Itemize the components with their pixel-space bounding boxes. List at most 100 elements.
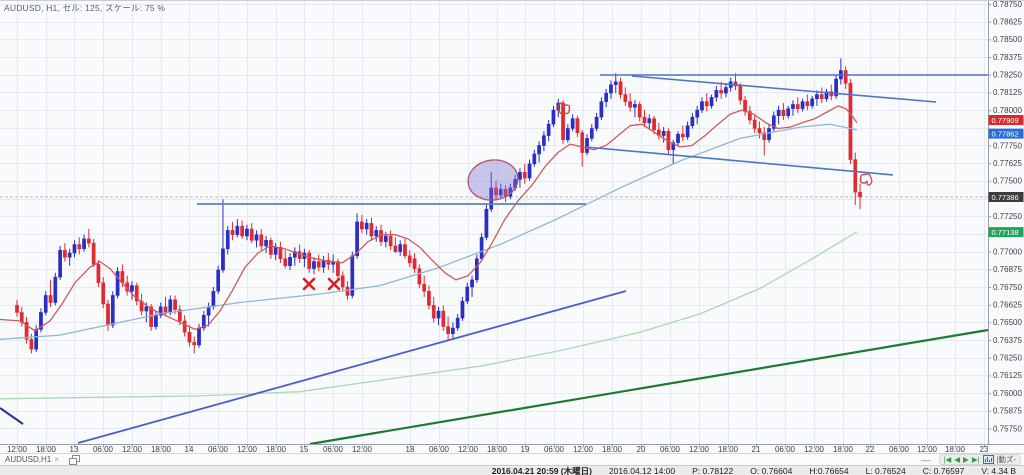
svg-text:20: 20 (637, 445, 646, 453)
svg-text:18:00: 18:00 (36, 445, 57, 453)
status-high: H:0.76654 (809, 466, 849, 475)
svg-text:12:00: 12:00 (573, 445, 594, 453)
chart-tab-bar: AUDUSD,H1 × — |◀ ◀ ▶ ▶| |動ズ- (0, 453, 1024, 465)
svg-text:0.77625: 0.77625 (993, 159, 1022, 168)
status-current-time: 2016.04.21 20:59 (木曜日) (491, 466, 592, 475)
svg-text:0.75750: 0.75750 (993, 424, 1022, 433)
svg-text:18:00: 18:00 (487, 445, 508, 453)
svg-text:0.78000: 0.78000 (993, 106, 1022, 115)
svg-text:06:00: 06:00 (660, 445, 681, 453)
svg-text:0.78500: 0.78500 (993, 35, 1022, 44)
svg-text:0.76000: 0.76000 (993, 389, 1022, 398)
trendline-stub-navy[interactable] (0, 407, 24, 425)
svg-text:14: 14 (185, 445, 194, 453)
status-bar-time: 2016.04.12 14:00 (608, 466, 676, 475)
svg-text:0.78750: 0.78750 (993, 1, 1022, 9)
svg-text:12:00: 12:00 (689, 445, 710, 453)
svg-text:06:00: 06:00 (93, 445, 114, 453)
svg-text:06:00: 06:00 (323, 445, 344, 453)
chart-background (0, 1, 1024, 453)
svg-text:18:00: 18:00 (718, 445, 739, 453)
status-low: L: 0.76524 (865, 466, 906, 475)
svg-text:13: 13 (70, 445, 79, 453)
chart-tab-label: AUDUSD,H1 (5, 455, 52, 464)
chart-tab-audusd-h1[interactable]: AUDUSD,H1 × (0, 454, 65, 465)
svg-text:12:00: 12:00 (7, 445, 28, 453)
svg-text:12:00: 12:00 (458, 445, 479, 453)
status-bar: 2016.04.21 20:59 (木曜日) 2016.04.12 14:00 … (0, 465, 1024, 475)
svg-text:22: 22 (866, 445, 875, 453)
svg-text:21: 21 (752, 445, 761, 453)
ma-mid-cyan (0, 123, 858, 340)
status-close: C: 0.76597 (922, 466, 965, 475)
svg-text:0.77909: 0.77909 (992, 116, 1019, 125)
ascending-trendline-green[interactable] (309, 328, 989, 446)
status-volume: V: 4.34 B (981, 466, 1016, 475)
status-price-p: P: 0.78122 (692, 466, 734, 475)
svg-text:0.76750: 0.76750 (993, 283, 1022, 292)
time-axis[interactable]: 12:00 18:00 13 06:00 12:00 18:00 14 06:00 12:00 1… (7, 444, 989, 453)
candles-layer (15, 58, 862, 354)
chart-symbol-info: AUDUSD, H1, セル: 125, スケール: 75 % (4, 3, 166, 13)
thumbs-down-doodle[interactable] (859, 173, 873, 186)
svg-text:0.76375: 0.76375 (993, 336, 1022, 345)
svg-text:0.76625: 0.76625 (993, 301, 1022, 310)
svg-text:12:00: 12:00 (352, 445, 373, 453)
thumbs-up-doodle[interactable] (557, 102, 571, 115)
highlight-ellipse[interactable] (465, 157, 520, 204)
svg-text:23: 23 (980, 445, 989, 453)
chart-canvas[interactable]: 0.78750 0.78625 0.78500 0.78375 0.78250 0.781… (0, 1, 1024, 453)
svg-text:0.77386: 0.77386 (992, 193, 1019, 202)
svg-text:06:00: 06:00 (544, 445, 565, 453)
ascending-trendline-blue[interactable] (77, 290, 627, 444)
svg-text:12:00: 12:00 (917, 445, 938, 453)
restore-window-icon[interactable] (68, 454, 80, 465)
svg-text:0.77862: 0.77862 (992, 129, 1019, 138)
x-marks[interactable] (302, 277, 341, 291)
svg-text:06:00: 06:00 (775, 445, 796, 453)
svg-text:18:00: 18:00 (945, 445, 966, 453)
svg-text:12:00: 12:00 (237, 445, 258, 453)
svg-text:0.76125: 0.76125 (993, 371, 1022, 380)
svg-text:0.78125: 0.78125 (993, 88, 1022, 97)
svg-text:12:00: 12:00 (804, 445, 825, 453)
svg-text:0.76875: 0.76875 (993, 265, 1022, 274)
price-axis[interactable]: 0.78750 0.78625 0.78500 0.78375 0.78250 0.781… (988, 1, 1022, 433)
svg-text:18:00: 18:00 (151, 445, 172, 453)
go-last-icon[interactable]: ▶| (971, 454, 980, 464)
svg-text:0.77138: 0.77138 (992, 228, 1019, 237)
ma-slow-green (0, 231, 858, 400)
svg-text:06:00: 06:00 (889, 445, 910, 453)
svg-text:0.75875: 0.75875 (993, 407, 1022, 416)
svg-text:0.78250: 0.78250 (993, 71, 1022, 80)
tab-close-icon[interactable]: × (54, 455, 59, 464)
svg-text:18: 18 (406, 445, 415, 453)
auto-zoom-label[interactable]: |動ズ- (996, 455, 1016, 464)
svg-text:18:00: 18:00 (602, 445, 623, 453)
svg-text:12:00: 12:00 (122, 445, 143, 453)
ma-fast-red (0, 105, 858, 332)
svg-text:0.78375: 0.78375 (993, 53, 1022, 62)
svg-text:0.77250: 0.77250 (993, 212, 1022, 221)
descending-trendline-upper[interactable] (631, 75, 937, 103)
svg-text:0.77500: 0.77500 (993, 177, 1022, 186)
svg-text:0.76500: 0.76500 (993, 318, 1022, 327)
svg-text:06:00: 06:00 (208, 445, 229, 453)
svg-text:18:00: 18:00 (833, 445, 854, 453)
go-next-icon[interactable]: ▶ (963, 454, 969, 464)
auto-zoom-icon[interactable] (982, 455, 994, 464)
go-prev-icon[interactable]: ◀ (954, 454, 961, 464)
minimize-icon[interactable]: — (921, 454, 931, 465)
descending-trendline-lower[interactable] (585, 146, 894, 176)
svg-text:06:00: 06:00 (429, 445, 450, 453)
svg-text:0.77000: 0.77000 (993, 247, 1022, 256)
svg-text:0.76250: 0.76250 (993, 354, 1022, 363)
svg-text:19: 19 (521, 445, 530, 453)
status-open: O: 0.76604 (750, 466, 793, 475)
price-axis-badges: 0.77909 0.77862 0.77386 0.77138 (988, 115, 1024, 238)
svg-text:15: 15 (300, 445, 309, 453)
go-first-icon[interactable]: |◀ (943, 454, 952, 464)
chart-nav-controls: |◀ ◀ ▶ ▶| |動ズ- (938, 454, 1021, 465)
svg-text:0.77750: 0.77750 (993, 141, 1022, 150)
